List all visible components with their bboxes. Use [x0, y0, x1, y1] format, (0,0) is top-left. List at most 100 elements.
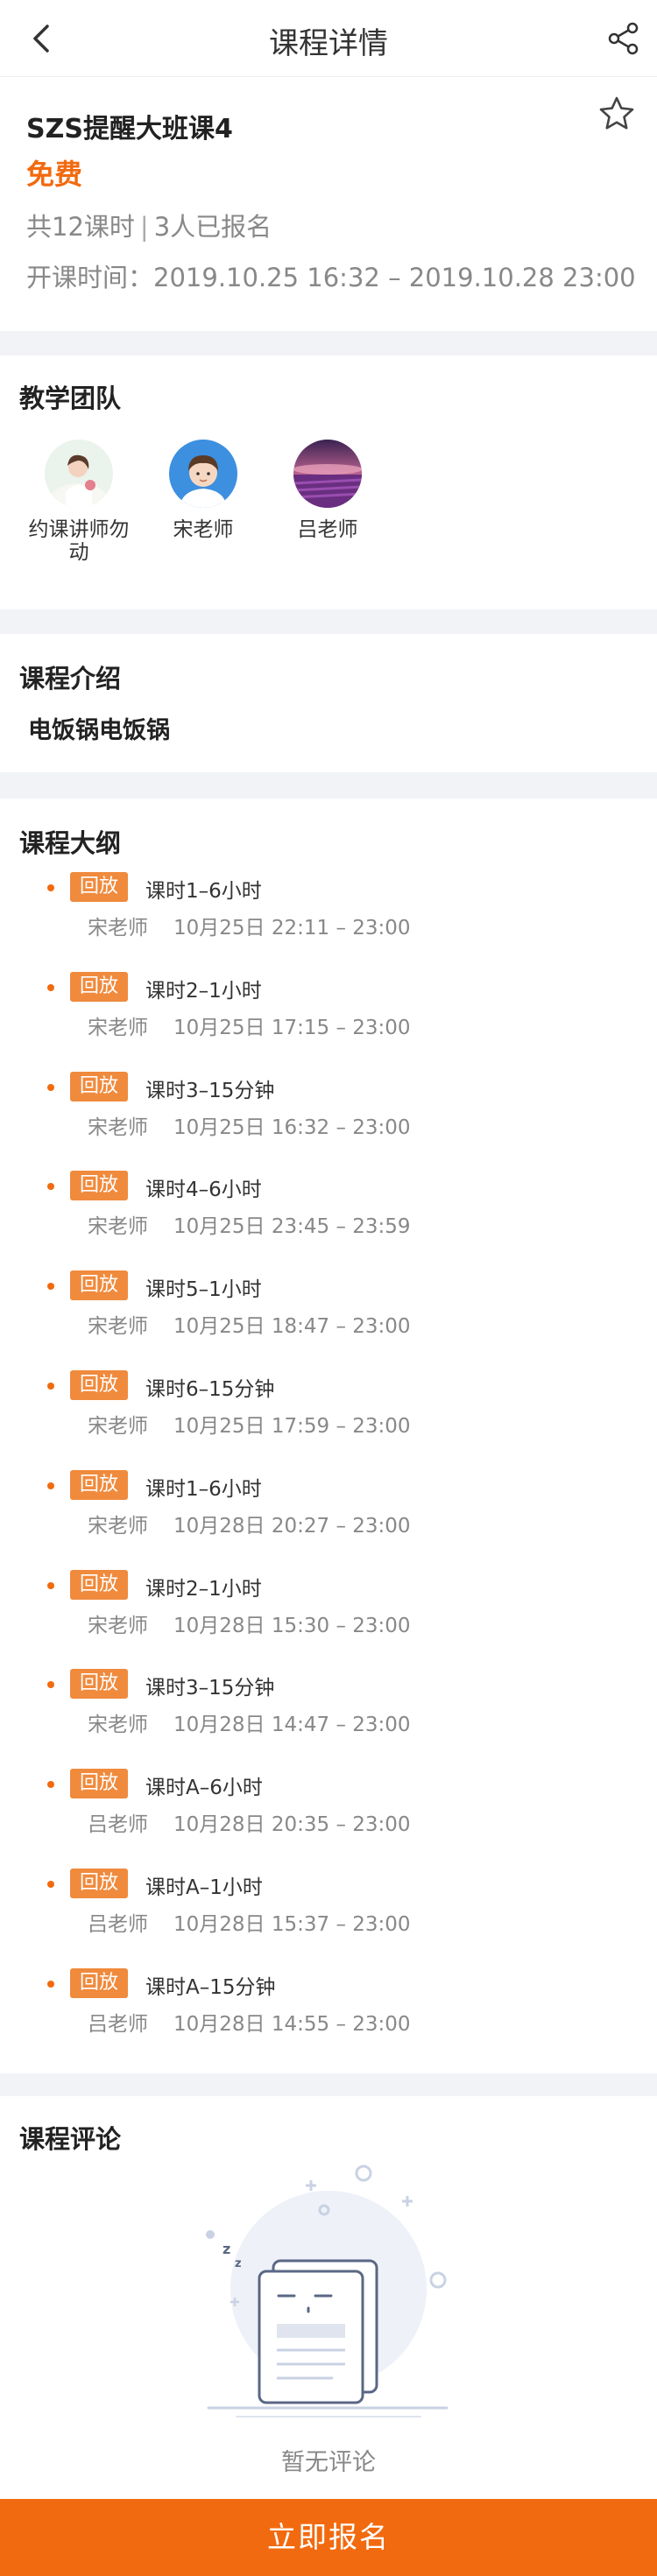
- lesson-name: 课时6–15分钟: [145, 1378, 275, 1401]
- replay-tag: 回放: [70, 872, 128, 902]
- lesson-time: 10月25日 22:11 – 23:00: [173, 917, 411, 940]
- lesson-teacher: 吕老师: [88, 1813, 148, 1837]
- bullet-dot: [47, 1581, 54, 1589]
- section-divider: [0, 2073, 657, 2096]
- lesson-teacher: 宋老师: [88, 1714, 148, 1737]
- enrolled-count: 3人已报名: [153, 212, 272, 242]
- replay-tag: 回放: [70, 1769, 128, 1799]
- lesson-name: 课时A–15分钟: [145, 1975, 276, 1999]
- lesson-time: 10月28日 20:35 – 23:00: [173, 1813, 411, 1837]
- lesson-item[interactable]: 回放 课时A–1小时吕老师 10月28日 15:37 – 23:00: [0, 1863, 657, 1951]
- lesson-name: 课时A–6小时: [145, 1777, 263, 1800]
- bullet-dot: [47, 1383, 54, 1390]
- syllabus-title: 课程大纲: [19, 828, 122, 858]
- bullet-dot: [47, 1681, 54, 1689]
- lesson-teacher: 宋老师: [88, 1415, 148, 1438]
- chevron-left-icon[interactable]: [25, 21, 60, 56]
- lesson-teacher: 宋老师: [88, 1116, 148, 1139]
- lesson-teacher: 宋老师: [88, 917, 148, 940]
- lesson-name: 课时A–1小时: [145, 1876, 263, 1899]
- section-divider: [0, 609, 657, 634]
- svg-text:z: z: [235, 2257, 242, 2270]
- lesson-time: 10月28日 15:30 – 23:00: [173, 1614, 411, 1637]
- lesson-time: 10月25日 17:15 – 23:00: [173, 1016, 411, 1039]
- empty-comments-illustration: z z: [206, 2164, 449, 2418]
- avatar: [293, 440, 362, 508]
- lesson-item[interactable]: 回放 课时5–1小时 宋老师 10月25日 18:47 – 23:00: [0, 1265, 657, 1353]
- bullet-dot: [47, 1283, 54, 1291]
- replay-tag: 回放: [70, 1071, 128, 1101]
- top-nav-bar: 课程详情: [0, 0, 657, 77]
- bullet-dot: [47, 1781, 54, 1789]
- bullet-dot: [47, 1881, 54, 1888]
- teacher-name: 约课讲师勿动: [28, 518, 130, 564]
- lesson-item[interactable]: 回放 课时6–15分钟宋老师 10月25日 17:59 – 23:00: [0, 1365, 657, 1453]
- team-title: 教学团队: [19, 384, 122, 413]
- lesson-name: 课时5–1小时: [145, 1278, 262, 1302]
- teacher-name: 宋老师: [173, 518, 234, 541]
- lesson-time: 10月28日 14:55 – 23:00: [173, 2012, 411, 2036]
- teacher-card[interactable]: 约课讲师勿动: [26, 440, 131, 564]
- lesson-name: 课时3–15分钟: [145, 1677, 275, 1700]
- bullet-dot: [47, 1183, 54, 1191]
- lesson-item[interactable]: 回放 课时A–6小时吕老师 10月28日 20:35 – 23:00: [0, 1763, 657, 1851]
- lesson-teacher: 吕老师: [88, 2012, 148, 2036]
- teacher-card[interactable]: 宋老师: [151, 440, 256, 541]
- share-icon[interactable]: [606, 21, 641, 56]
- lesson-teacher: 宋老师: [88, 1016, 148, 1039]
- lesson-item[interactable]: 回放 课时1–6小时 宋老师 10月28日 20:27 – 23:00: [0, 1465, 657, 1552]
- replay-tag: 回放: [70, 1869, 128, 1898]
- lesson-teacher: 宋老师: [88, 1614, 148, 1637]
- replay-tag: 回放: [70, 1370, 128, 1400]
- lesson-name: 课时2–1小时: [145, 979, 262, 1003]
- lesson-time: 10月25日 16:32 – 23:00: [173, 1116, 411, 1139]
- section-divider: [0, 331, 657, 355]
- lesson-teacher: 宋老师: [88, 1514, 148, 1538]
- teacher-card[interactable]: 吕老师: [275, 440, 380, 541]
- course-comments: 课程评论 z z 暂无评论: [0, 2096, 657, 2499]
- course-price: 免费: [26, 158, 83, 191]
- avatar: [45, 440, 113, 508]
- bullet-dot: [47, 1980, 54, 1988]
- svg-text:z: z: [223, 2241, 230, 2257]
- lesson-item[interactable]: 回放 课时3–15分钟宋老师 10月25日 16:32 – 23:00: [0, 1066, 657, 1154]
- replay-tag: 回放: [70, 1967, 128, 1998]
- course-time: 开课时间：2019.10.25 16:32 – 2019.10.28 23:00: [26, 257, 636, 294]
- lessons-count: 共12课时: [26, 212, 135, 242]
- course-time-label: 开课时间：: [26, 263, 154, 292]
- lesson-item[interactable]: 回放 课时3–15分钟 宋老师 10月28日 14:47 – 23:00: [0, 1664, 657, 1751]
- lesson-teacher: 吕老师: [88, 1913, 148, 1936]
- course-info: SZS提醒大班课4 免费 共12课时 | 3人已报名 开课时间：2019.10.25…: [0, 77, 657, 331]
- intro-body: 电饭锅电饭锅: [28, 717, 170, 744]
- course-meta: 共12课时 | 3人已报名: [26, 207, 272, 243]
- empty-comments-text: 暂无评论: [281, 2449, 376, 2476]
- enroll-button[interactable]: 立即报名: [0, 2499, 657, 2576]
- section-divider: [0, 772, 657, 799]
- lesson-time: 10月28日 15:37 – 23:00: [173, 1913, 411, 1936]
- bullet-dot: [47, 1083, 54, 1091]
- page-title: 课程详情: [269, 26, 388, 61]
- lesson-name: 课时1–6小时: [145, 880, 262, 903]
- lesson-item[interactable]: 回放 课时4–6小时宋老师 10月25日 23:45 – 23:59: [0, 1165, 657, 1253]
- teacher-name: 吕老师: [297, 518, 358, 541]
- lesson-name: 课时2–1小时: [145, 1577, 262, 1601]
- bullet-dot: [47, 983, 54, 991]
- lesson-time: 10月28日 14:47 – 23:00: [173, 1714, 411, 1737]
- lesson-teacher: 宋老师: [88, 1215, 148, 1239]
- replay-tag: 回放: [70, 1270, 128, 1301]
- lesson-time: 10月25日 18:47 – 23:00: [173, 1315, 411, 1339]
- lesson-time: 10月25日 23:45 – 23:59: [173, 1215, 411, 1239]
- replay-tag: 回放: [70, 1171, 128, 1201]
- lesson-time: 10月28日 20:27 – 23:00: [173, 1514, 411, 1538]
- lesson-item[interactable]: 回放 课时2–1小时 宋老师 10月25日 17:15 – 23:00: [0, 967, 657, 1054]
- lesson-name: 课时3–15分钟: [145, 1079, 275, 1102]
- lesson-item[interactable]: 回放 课时A–15分钟吕老师 10月28日 14:55 – 23:00: [0, 1963, 657, 2051]
- lesson-time: 10月25日 17:59 – 23:00: [173, 1415, 411, 1438]
- course-title: SZS提醒大班课4: [26, 114, 233, 144]
- lesson-item[interactable]: 回放 课时1–6小时宋老师 10月25日 22:11 – 23:00: [0, 867, 657, 954]
- course-time-range: 2019.10.25 16:32 – 2019.10.28 23:00: [153, 263, 636, 292]
- star-outline-icon[interactable]: [597, 95, 636, 133]
- lesson-name: 课时4–6小时: [145, 1179, 262, 1202]
- meta-divider: |: [139, 212, 149, 242]
- lesson-item[interactable]: 回放 课时2–1小时 宋老师 10月28日 15:30 – 23:00: [0, 1565, 657, 1652]
